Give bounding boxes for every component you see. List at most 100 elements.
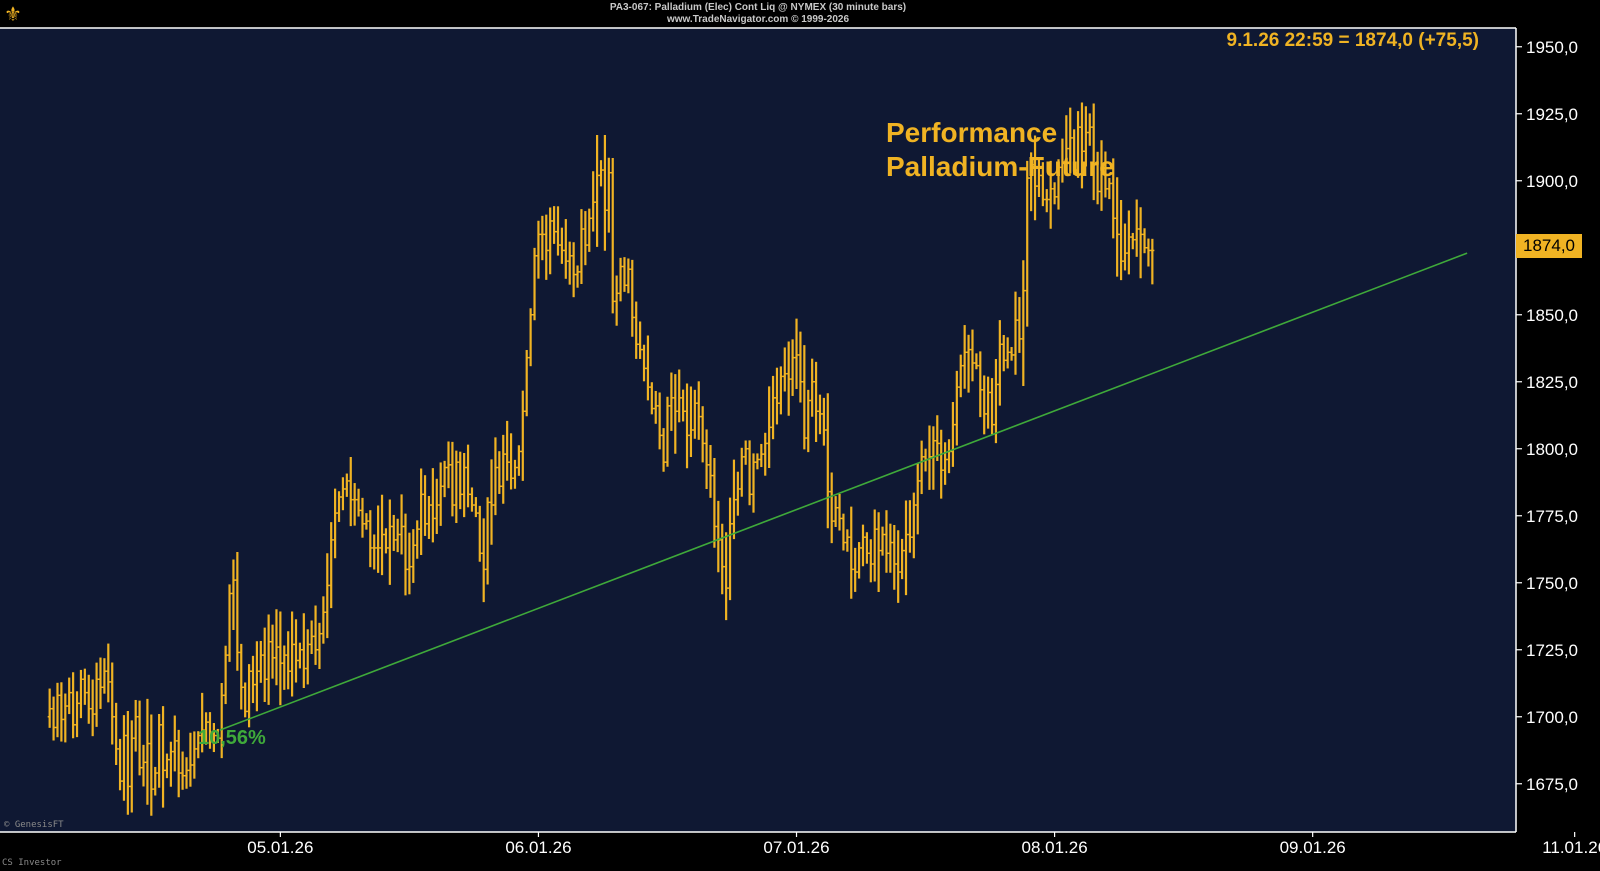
ohlc-bar	[223, 645, 228, 705]
ohlc-bar	[642, 344, 647, 382]
ohlc-bar	[1009, 347, 1014, 361]
x-axis: 05.01.26 06.01.26 07.01.26 08.01.26 09.01.26…	[247, 832, 1600, 857]
ohlc-bar	[438, 462, 443, 526]
ohlc-bar	[841, 513, 846, 551]
ohlc-bar	[990, 378, 995, 435]
ohlc-bar	[211, 723, 216, 753]
ohlc-bar	[1036, 159, 1041, 198]
ohlc-bar	[771, 375, 776, 440]
ohlc-bar	[1142, 228, 1147, 254]
ohlc-bar	[125, 710, 130, 815]
ohlc-bar	[817, 394, 822, 435]
ohlc-bar	[1029, 152, 1034, 212]
ohlc-bar	[442, 460, 447, 498]
ohlc-bar	[681, 389, 686, 422]
ohlc-bar	[1150, 238, 1155, 285]
ohlc-bar	[356, 488, 361, 517]
ohlc-bar	[1017, 297, 1022, 353]
ohlc-bar	[512, 459, 517, 489]
ohlc-bar	[348, 457, 353, 527]
ohlc-bar	[1025, 160, 1030, 327]
ohlc-bar	[669, 372, 674, 431]
ohlc-bar	[1087, 113, 1092, 146]
ohlc-bar	[493, 437, 498, 516]
trend-percent-label: 10,56%	[198, 727, 266, 749]
ohlc-bar	[254, 641, 259, 712]
ohlc-bar	[1115, 177, 1120, 277]
ohlc-bar	[1119, 200, 1124, 281]
ohlc-bar	[376, 505, 381, 573]
ohlc-bar	[505, 420, 510, 481]
ohlc-bar	[798, 331, 803, 403]
ohlc-bar	[274, 609, 279, 686]
ohlc-bar	[250, 655, 255, 704]
ornament-logo-icon: ⚜	[4, 2, 22, 26]
ohlc-bar	[497, 451, 502, 494]
ohlc-bar	[786, 341, 791, 416]
ohlc-bar	[696, 381, 701, 440]
ohlc-bar	[278, 611, 283, 706]
ohlc-bar	[1072, 129, 1077, 175]
ohlc-bar	[970, 329, 975, 382]
ohlc-bar	[935, 415, 940, 461]
ohlc-bar	[540, 215, 545, 261]
ohlc-bar	[821, 397, 826, 446]
ohlc-bar	[368, 510, 373, 568]
ohlc-bar	[802, 345, 807, 450]
ohlc-bar	[778, 366, 783, 415]
ohlc-bar	[880, 526, 885, 556]
ohlc-bar	[1107, 177, 1112, 200]
ohlc-bar	[423, 475, 428, 536]
ohlc-bar	[661, 428, 666, 472]
ohlc-bar	[1052, 182, 1057, 205]
ohlc-bar	[814, 361, 819, 442]
ohlc-bar	[258, 640, 263, 683]
ohlc-bar	[911, 492, 916, 559]
ohlc-bar	[297, 642, 302, 669]
ohlc-bar	[391, 514, 396, 551]
ohlc-bar	[645, 335, 650, 401]
y-axis: 1950,01925,01900,01875,01850,01825,01800…	[1516, 38, 1578, 794]
x-tick-label: 08.01.26	[1021, 838, 1087, 857]
ohlc-bar	[157, 713, 162, 788]
ohlc-bar	[610, 158, 615, 314]
ohlc-bar	[75, 691, 80, 738]
ohlc-bar	[227, 584, 232, 662]
ohlc-bar	[544, 214, 549, 280]
ohlc-bar	[849, 506, 854, 599]
ohlc-bar	[321, 596, 326, 644]
ohlc-bar	[767, 386, 772, 469]
ohlc-bar	[399, 494, 404, 555]
ohlc-bar	[380, 494, 385, 576]
ohlc-bar	[1056, 159, 1061, 210]
ohlc-bar	[563, 219, 568, 279]
ohlc-bar	[47, 688, 52, 728]
ohlc-bar	[395, 518, 400, 553]
last-quote-text: 9.1.26 22:59 = 1874,0 (+75,5)	[1226, 30, 1479, 51]
x-tick-label: 09.01.26	[1280, 838, 1346, 857]
ohlc-bar	[579, 209, 584, 285]
ohlc-bar	[966, 334, 971, 393]
ohlc-bar	[204, 712, 209, 745]
ohlc-bar	[1013, 291, 1018, 375]
ohlc-bar	[387, 499, 392, 585]
ohlc-bar	[997, 320, 1002, 406]
ohlc-bar	[133, 699, 138, 752]
ohlc-bar	[1033, 135, 1038, 221]
ohlc-bar	[872, 509, 877, 582]
ohlc-bar	[536, 220, 541, 279]
ohlc-bar	[896, 530, 901, 603]
ohlc-bar	[1060, 138, 1065, 183]
ohlc-bar	[665, 396, 670, 467]
ohlc-bar	[993, 358, 998, 444]
ohlc-bar	[352, 483, 357, 526]
ohlc-bar	[782, 347, 787, 392]
ohlc-bar	[759, 443, 764, 468]
ohlc-bar	[974, 353, 979, 370]
ohlc-bar	[845, 529, 850, 552]
ohlc-bar	[653, 390, 658, 424]
ohlc-bar	[857, 542, 862, 579]
ohlc-bar	[286, 631, 291, 690]
ohlc-bar	[426, 495, 431, 539]
